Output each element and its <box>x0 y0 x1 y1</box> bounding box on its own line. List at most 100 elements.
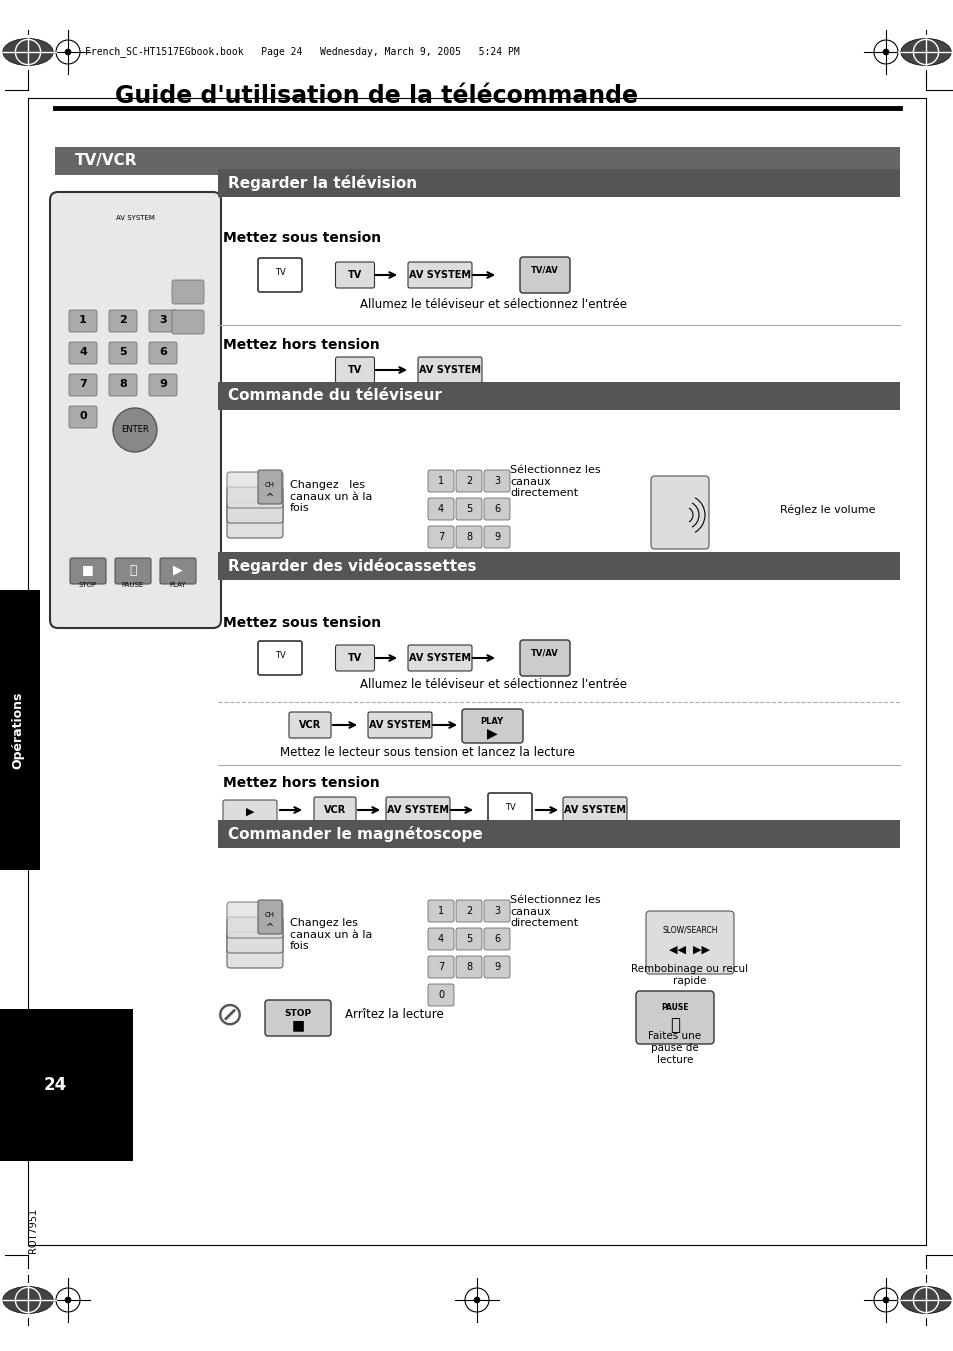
FancyBboxPatch shape <box>227 902 283 938</box>
FancyBboxPatch shape <box>227 917 283 952</box>
Text: 4: 4 <box>437 934 443 944</box>
Text: Sélectionnez les
canaux
directement: Sélectionnez les canaux directement <box>510 465 600 499</box>
FancyBboxPatch shape <box>386 797 450 823</box>
Bar <box>0 590 40 870</box>
Text: ROT7951: ROT7951 <box>28 1208 38 1252</box>
FancyBboxPatch shape <box>483 526 510 549</box>
FancyBboxPatch shape <box>483 928 510 950</box>
FancyBboxPatch shape <box>69 342 97 363</box>
FancyBboxPatch shape <box>428 499 454 520</box>
Text: TV: TV <box>348 270 362 280</box>
FancyBboxPatch shape <box>456 900 481 921</box>
Text: 24: 24 <box>43 1075 67 1094</box>
FancyBboxPatch shape <box>428 554 454 576</box>
FancyBboxPatch shape <box>70 558 106 584</box>
Text: 9: 9 <box>494 962 499 971</box>
FancyBboxPatch shape <box>335 357 375 382</box>
Ellipse shape <box>900 38 950 65</box>
FancyBboxPatch shape <box>227 932 283 969</box>
FancyBboxPatch shape <box>456 928 481 950</box>
Text: CH: CH <box>265 482 274 488</box>
FancyBboxPatch shape <box>519 257 569 293</box>
Text: Changez   les
canaux un à la
fois: Changez les canaux un à la fois <box>290 480 372 513</box>
Text: Mettez sous tension: Mettez sous tension <box>223 616 381 630</box>
FancyBboxPatch shape <box>109 309 137 332</box>
Text: 4: 4 <box>437 504 443 513</box>
Text: ◀◀  ▶▶: ◀◀ ▶▶ <box>669 944 710 955</box>
Text: AV SYSTEM: AV SYSTEM <box>116 215 154 222</box>
Text: 1: 1 <box>437 476 443 486</box>
FancyBboxPatch shape <box>408 262 472 288</box>
FancyBboxPatch shape <box>160 558 195 584</box>
Text: 2: 2 <box>465 476 472 486</box>
FancyBboxPatch shape <box>483 470 510 492</box>
Text: VCR: VCR <box>323 805 346 815</box>
Text: 5: 5 <box>465 504 472 513</box>
Circle shape <box>882 1297 888 1302</box>
Text: 0: 0 <box>437 990 443 1000</box>
Text: 2: 2 <box>465 907 472 916</box>
Text: Regarder des vidéocassettes: Regarder des vidéocassettes <box>228 558 476 574</box>
Text: Regarder la télévision: Regarder la télévision <box>228 176 416 190</box>
Text: 0: 0 <box>79 411 87 422</box>
FancyBboxPatch shape <box>483 499 510 520</box>
Text: PAUSE: PAUSE <box>660 1002 688 1012</box>
FancyBboxPatch shape <box>428 957 454 978</box>
FancyBboxPatch shape <box>456 957 481 978</box>
FancyBboxPatch shape <box>257 640 302 676</box>
Text: ^: ^ <box>266 493 274 503</box>
FancyBboxPatch shape <box>428 526 454 549</box>
FancyBboxPatch shape <box>314 797 355 823</box>
Text: 0: 0 <box>437 561 443 570</box>
FancyBboxPatch shape <box>218 820 899 848</box>
Text: TV: TV <box>274 267 285 277</box>
Circle shape <box>873 41 897 63</box>
FancyBboxPatch shape <box>218 169 899 197</box>
Text: AV SYSTEM: AV SYSTEM <box>409 653 471 663</box>
Text: ⏸: ⏸ <box>669 1016 679 1034</box>
Circle shape <box>56 41 80 63</box>
FancyBboxPatch shape <box>265 1000 331 1036</box>
Text: 9: 9 <box>159 380 167 389</box>
Text: Allumez le téléviseur et sélectionnez l'entrée: Allumez le téléviseur et sélectionnez l'… <box>359 299 626 312</box>
FancyBboxPatch shape <box>417 357 481 382</box>
Text: Mettez sous tension: Mettez sous tension <box>223 231 381 245</box>
Text: Changez les
canaux un à la
fois: Changez les canaux un à la fois <box>290 917 372 951</box>
Text: Mettez le lecteur sous tension et lancez la lecture: Mettez le lecteur sous tension et lancez… <box>280 746 575 758</box>
Text: ⊘: ⊘ <box>215 998 244 1032</box>
Text: ⏸: ⏸ <box>129 563 136 577</box>
FancyBboxPatch shape <box>636 992 713 1044</box>
Text: French_SC-HT1517EGbook.book   Page 24   Wednesday, March 9, 2005   5:24 PM: French_SC-HT1517EGbook.book Page 24 Wedn… <box>85 46 519 58</box>
Text: ▶: ▶ <box>173 563 183 577</box>
FancyBboxPatch shape <box>650 476 708 549</box>
Circle shape <box>65 1297 71 1302</box>
Text: Allumez le téléviseur et sélectionnez l'entrée: Allumez le téléviseur et sélectionnez l'… <box>359 678 626 692</box>
Text: 9: 9 <box>494 532 499 542</box>
Circle shape <box>112 408 157 453</box>
FancyBboxPatch shape <box>368 712 432 738</box>
FancyBboxPatch shape <box>109 374 137 396</box>
FancyBboxPatch shape <box>483 900 510 921</box>
FancyBboxPatch shape <box>456 526 481 549</box>
FancyBboxPatch shape <box>562 797 626 823</box>
FancyBboxPatch shape <box>488 793 532 827</box>
Text: 6: 6 <box>494 934 499 944</box>
Text: AV SYSTEM: AV SYSTEM <box>418 365 480 376</box>
FancyBboxPatch shape <box>149 309 177 332</box>
Circle shape <box>464 1288 489 1312</box>
Text: TV/AV: TV/AV <box>531 266 558 274</box>
Text: 1: 1 <box>79 315 87 326</box>
FancyBboxPatch shape <box>428 470 454 492</box>
Ellipse shape <box>3 1286 53 1313</box>
FancyBboxPatch shape <box>519 640 569 676</box>
Text: Réglez le volume: Réglez le volume <box>780 505 875 515</box>
Text: ENTER: ENTER <box>121 426 149 435</box>
Text: 8: 8 <box>119 380 127 389</box>
Text: Arrîtez la lecture: Arrîtez la lecture <box>345 1008 443 1021</box>
Circle shape <box>56 1288 80 1312</box>
FancyBboxPatch shape <box>227 503 283 538</box>
Text: 3: 3 <box>494 476 499 486</box>
Text: 3: 3 <box>494 907 499 916</box>
Text: TV: TV <box>504 802 515 812</box>
Text: Commander le magnétoscope: Commander le magnétoscope <box>228 825 482 842</box>
